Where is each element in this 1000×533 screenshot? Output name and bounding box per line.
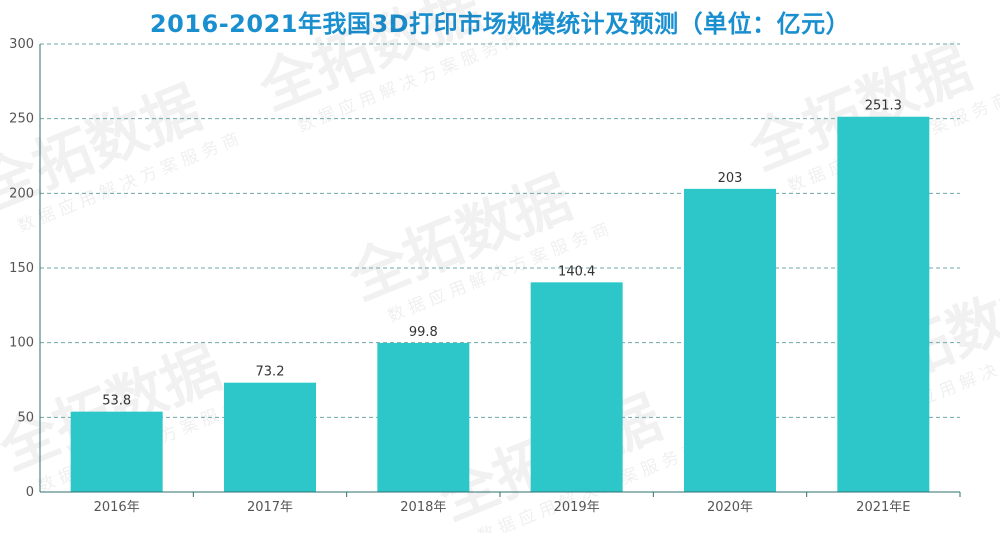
x-tick-label: 2021年E: [856, 500, 910, 515]
x-tick-label: 2018年: [400, 500, 446, 515]
x-tick-label: 2017年: [247, 500, 293, 515]
data-label: 203: [718, 171, 743, 186]
y-tick-label: 200: [9, 186, 34, 201]
bar: [224, 382, 316, 492]
data-labels-group: 53.8 73.2 99.8 140.4 203 251.3: [102, 99, 902, 409]
x-tick-label: 2016年: [94, 500, 140, 515]
y-tick-label: 100: [9, 336, 34, 351]
bar: [684, 188, 776, 492]
data-label: 140.4: [558, 264, 595, 279]
y-tick-label: 50: [17, 410, 34, 425]
data-label: 53.8: [102, 394, 131, 409]
axes-group: 0 50 100 150 200 250 300 2016年 2017年 2018年 2019年 20…: [9, 37, 961, 515]
y-tick-label: 250: [9, 112, 34, 127]
chart-title: 2016-2021年我国3D打印市场规模统计及预测（单位：亿元）: [149, 10, 851, 38]
data-label: 99.8: [409, 325, 438, 340]
bar: [837, 116, 930, 492]
bar: [377, 342, 470, 492]
y-tick-label: 0: [26, 485, 34, 500]
bar: [70, 411, 163, 492]
y-tick-label: 150: [9, 261, 34, 276]
gridlines: [40, 43, 960, 418]
bar: [530, 282, 623, 492]
data-label: 251.3: [865, 99, 902, 114]
x-tick-label: 2020年: [707, 500, 753, 515]
x-tick-label: 2019年: [554, 500, 600, 515]
bars-group: [70, 116, 930, 492]
y-tick-label: 300: [9, 37, 34, 52]
data-label: 73.2: [256, 365, 285, 380]
